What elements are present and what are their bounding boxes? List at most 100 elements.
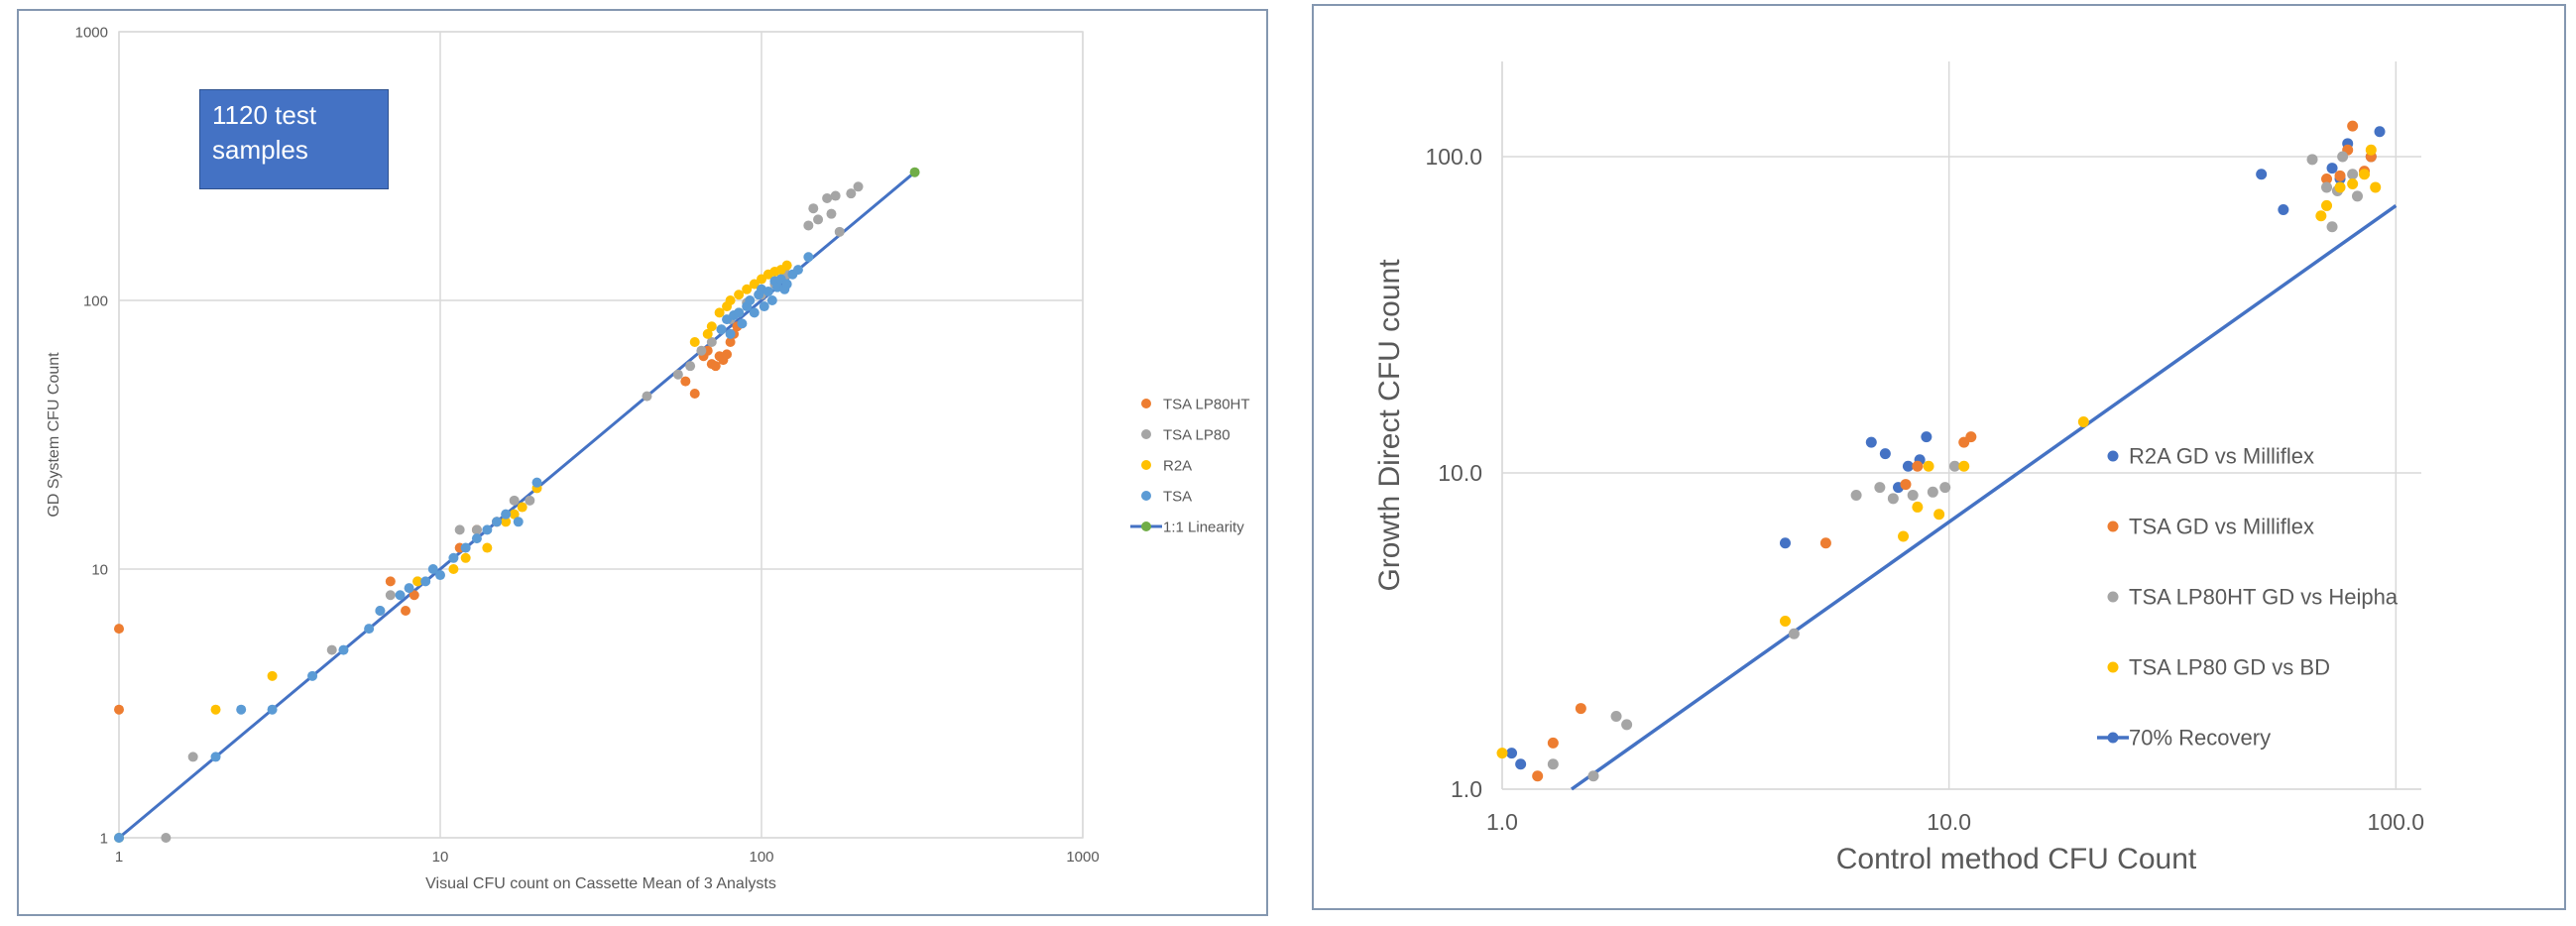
data-point (448, 552, 459, 563)
data-point (813, 214, 824, 225)
data-point (1927, 486, 1938, 498)
data-point (114, 624, 124, 635)
data-point (412, 576, 423, 587)
data-point (2359, 169, 2371, 180)
data-point (420, 576, 431, 587)
data-point (395, 590, 406, 601)
data-point (2077, 416, 2089, 428)
data-point (734, 289, 745, 300)
data-point (267, 670, 278, 681)
y-tick-label: 1 (100, 830, 108, 847)
data-point (2337, 151, 2349, 163)
data-point (725, 336, 736, 347)
y-axis-title: Growth Direct CFU count (1373, 259, 1406, 592)
x-tick-label: 1000 (1066, 849, 1099, 866)
data-point (781, 279, 792, 289)
data-point (1532, 770, 1544, 782)
data-point (161, 833, 172, 843)
data-point (492, 517, 503, 527)
data-point (2365, 144, 2377, 156)
data-point (364, 624, 375, 635)
data-point (236, 704, 247, 715)
data-point (792, 265, 803, 276)
data-point (1965, 431, 1977, 443)
data-point (822, 192, 833, 203)
data-point (435, 570, 445, 581)
data-point (742, 284, 753, 294)
data-point (338, 644, 349, 655)
legend-label: TSA LP80HT GD vs Heipha (2129, 585, 2399, 610)
x-tick-label: 100.0 (2368, 809, 2425, 835)
data-point (714, 307, 725, 318)
data-point (689, 336, 700, 347)
data-point (853, 181, 864, 192)
legend-label: TSA LP80HT (1163, 396, 1250, 412)
data-point (1496, 748, 1508, 759)
data-point (1621, 719, 1633, 731)
data-point (2334, 181, 2346, 193)
data-point (1958, 460, 1970, 472)
data-point (749, 307, 760, 318)
legend-marker (1141, 491, 1151, 501)
line-endpoint (909, 167, 920, 177)
data-point (803, 252, 814, 263)
y-tick-label: 100 (83, 292, 108, 309)
data-point (808, 203, 819, 214)
chart-left-svg: 1 10 100 1000 1 10 100 1000 Visual CFU count on … (46, 24, 1250, 892)
data-point (1948, 460, 1960, 472)
data-point (2334, 170, 2346, 181)
data-point (2321, 199, 2333, 211)
x-axis-title: Control method CFU Count (1836, 843, 2197, 875)
data-point (307, 670, 318, 681)
data-point (766, 295, 777, 305)
x-tick-label: 10.0 (1927, 809, 1971, 835)
data-point (404, 583, 414, 594)
legend-label: 70% Recovery (2129, 726, 2271, 751)
y-tick-label: 10 (91, 561, 108, 578)
data-point (531, 477, 542, 488)
legend-marker (2107, 450, 2119, 462)
y-axis-title: GD System CFU Count (46, 352, 62, 518)
data-point (1779, 615, 1791, 627)
data-point (517, 502, 527, 513)
data-point (1587, 770, 1599, 782)
legend-marker (1141, 521, 1151, 531)
x-tick-label: 1.0 (1486, 809, 1518, 835)
data-point (1912, 501, 1924, 513)
data-point (762, 286, 773, 296)
data-point (702, 328, 713, 339)
data-point (460, 552, 471, 563)
data-point (2347, 178, 2359, 190)
x-tick-label: 1 (115, 849, 123, 866)
legend-marker (2107, 591, 2119, 603)
data-point (696, 345, 707, 356)
chart-panel-right: 1.0 10.0 100.0 1.0 10.0 100.0 Control method C… (1312, 4, 2566, 910)
legend-label: TSA (1163, 488, 1192, 505)
data-point (2370, 181, 2382, 193)
data-point (2374, 126, 2386, 138)
data-point (846, 188, 857, 199)
data-point (1610, 710, 1622, 722)
legend-label: TSA LP80 (1163, 426, 1230, 443)
data-point (454, 524, 465, 535)
data-point (482, 524, 493, 535)
data-point (642, 391, 652, 402)
data-point (501, 509, 512, 520)
chart-panel-left: 1 10 100 1000 1 10 100 1000 Visual CFU count on … (17, 9, 1268, 916)
x-tick-label: 100 (749, 849, 773, 866)
data-point (2306, 154, 2318, 166)
data-point (826, 208, 837, 219)
data-point (803, 220, 814, 231)
chart-right-svg: 1.0 10.0 100.0 1.0 10.0 100.0 Control method C… (1373, 61, 2425, 875)
data-point (1547, 758, 1559, 770)
data-point (716, 324, 727, 335)
data-point (1506, 748, 1518, 759)
data-point (725, 328, 736, 339)
data-point (1898, 530, 1910, 542)
legend-label: TSA LP80 GD vs BD (2129, 655, 2330, 680)
data-point (1819, 537, 1831, 549)
data-point (2347, 169, 2359, 180)
data-point (689, 388, 700, 399)
y-tick-label: 10.0 (1438, 460, 1482, 486)
y-tick-label: 1.0 (1451, 776, 1482, 802)
